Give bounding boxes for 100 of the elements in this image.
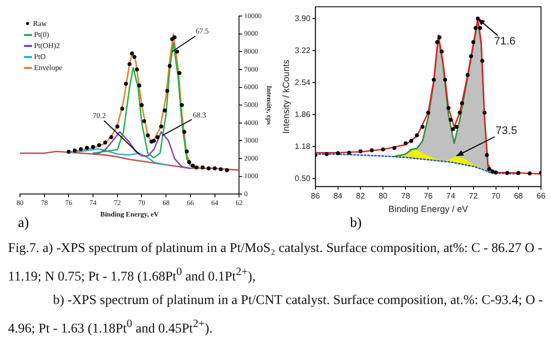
x-tick-label: 82 [356,192,366,201]
y-tick-label: 2.54 [294,78,311,87]
point [200,165,205,170]
point [443,78,448,82]
point [190,164,195,168]
point [528,171,532,176]
point [162,108,167,112]
point [474,26,478,30]
point [420,124,425,129]
point [426,110,430,115]
point [165,88,170,93]
point [432,78,436,82]
point [115,124,120,129]
x-tick-label: 70 [491,192,501,201]
point [466,73,470,78]
point [469,54,474,58]
point [84,146,89,150]
point [490,169,495,174]
point [90,144,96,150]
x-axis-title: Binding Energy / eV [388,204,468,214]
point [370,148,374,152]
point [446,106,451,110]
point [146,133,150,138]
point [159,124,164,129]
point [132,54,136,60]
point [437,35,442,40]
point [414,133,419,138]
x-tick-label: 72 [468,192,478,201]
point [66,150,71,154]
x-tick-label: 78 [401,192,411,201]
point [103,140,108,145]
point [392,146,396,150]
x-tick-label: 76 [424,192,434,201]
point [78,147,83,152]
point [487,167,492,172]
point [134,67,139,72]
point [177,70,182,76]
point [224,168,229,172]
point [184,149,189,154]
x-tick-label: 84 [333,192,343,201]
point [168,64,172,68]
point [109,135,114,140]
text: b) -XPS spectrum of platinum in a Pt/CNT catalyst. Surface composition, at.%: C-93.4; O - 4.96; Pt - 1.63 (1.18Pt$^{0}$ and 0.45Pt$^{2+}$). [8,291,544,338]
x-tick-label: 66 [536,192,546,201]
point [435,40,440,44]
point [404,141,408,146]
point [494,170,498,175]
y-tick-label: 1.86 [294,110,311,119]
x-tick-label: 74 [446,192,456,201]
point [478,26,482,30]
text: a) [18,216,29,232]
y-axis-title: Intensity / kCounts [280,59,291,134]
point [180,103,184,108]
y-tick-label: 3.22 [294,46,311,55]
point [140,103,144,108]
point [516,170,520,175]
point [142,119,146,124]
text: b) [350,216,362,232]
point [172,35,177,40]
point [218,167,223,172]
point [152,138,156,143]
point [482,110,487,115]
point [381,147,386,152]
point [347,150,352,155]
x-tick-label: 68 [514,192,524,201]
point [505,170,510,175]
point [480,58,484,63]
point [174,50,180,54]
point [206,166,211,170]
point [324,152,329,156]
x-tick-label: 86 [310,192,320,201]
point [130,51,134,56]
point [458,110,462,115]
point [182,130,186,134]
annotation: 71.6 [494,36,516,48]
point [97,143,102,148]
x-tick-label: 80 [378,192,388,201]
point [187,160,192,164]
point [124,82,128,86]
y-tick-label: 3.90 [294,14,311,23]
point [471,40,476,44]
y-tick-label: 1.18 [294,142,311,151]
y-tick-label: 0.50 [294,174,311,183]
point [476,16,480,21]
point [454,124,458,129]
point [137,83,142,88]
point [336,151,340,156]
point [72,148,77,153]
point [358,149,363,154]
point [460,101,464,106]
point [194,165,199,170]
point [120,106,124,111]
point [440,49,444,54]
point [212,166,217,170]
point [484,153,489,158]
point [128,62,132,66]
point [409,138,414,143]
point [448,118,453,122]
point [450,127,456,132]
point [155,135,160,140]
